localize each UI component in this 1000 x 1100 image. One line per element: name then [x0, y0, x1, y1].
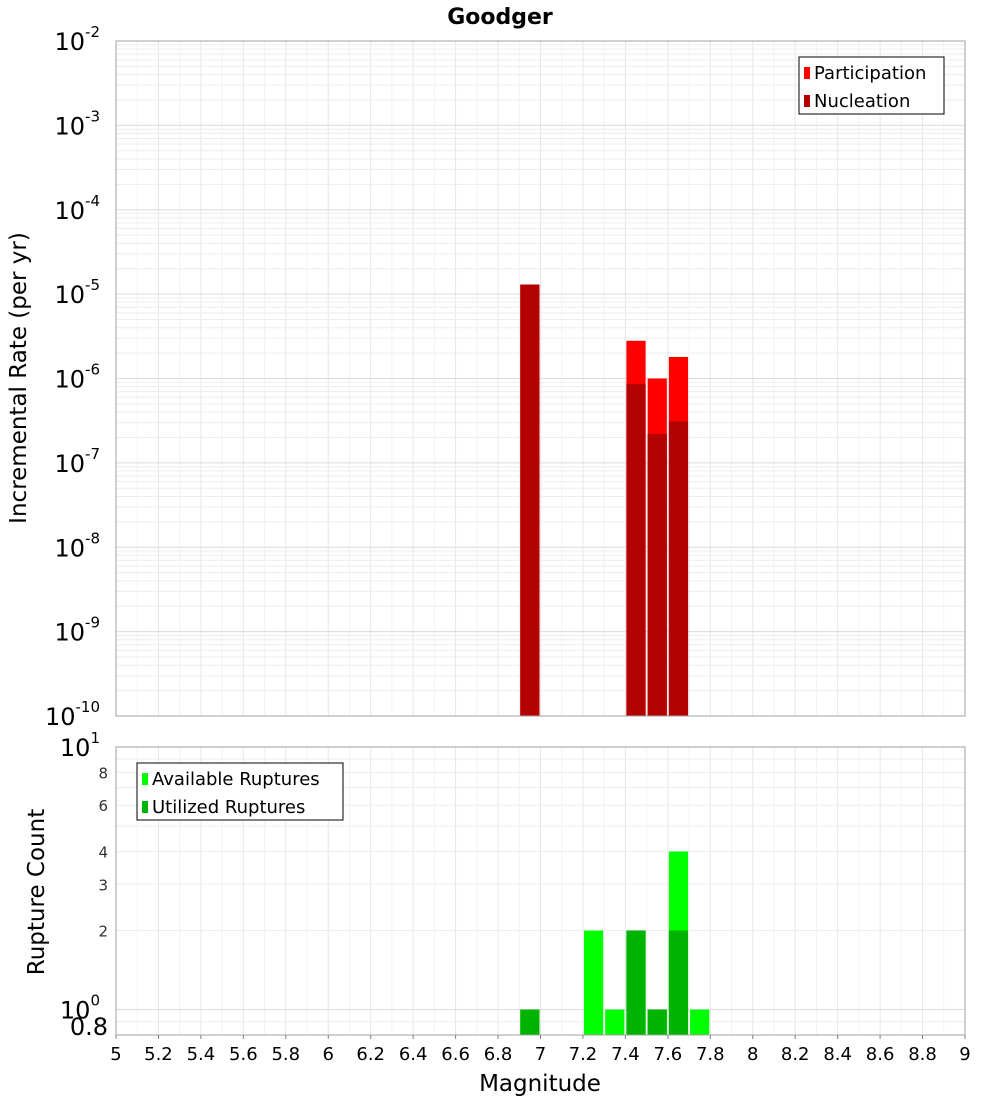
legend-entry: Nucleation	[814, 91, 910, 112]
bar-nucleation	[647, 433, 667, 716]
x-tick-label: 8.8	[908, 1044, 937, 1065]
x-tick-label: 6	[323, 1044, 334, 1065]
x-tick-label: 7	[535, 1044, 546, 1065]
x-tick-label: 6.4	[399, 1044, 428, 1065]
legend: Available Ruptures Utilized Ruptures	[136, 762, 344, 821]
bar-available-ruptures	[605, 1009, 625, 1035]
y-minor-tick-label: 2	[98, 923, 108, 941]
legend-swatch	[142, 801, 148, 813]
x-tick-label: 9	[959, 1044, 970, 1065]
legend-box	[136, 762, 344, 821]
x-tick-label: 7.2	[569, 1044, 598, 1065]
bar-utilized-ruptures	[668, 930, 689, 1035]
x-tick-label: 5	[110, 1044, 121, 1065]
x-tick-label: 8.2	[781, 1044, 810, 1065]
y-minor-tick-label: 6	[98, 797, 108, 815]
x-tick-label: 6.2	[356, 1044, 385, 1065]
y-tick-label: 10-5	[54, 276, 100, 309]
x-tick-label: 7.4	[611, 1044, 640, 1065]
legend-entry: Participation	[814, 63, 926, 84]
bar-utilized-ruptures	[626, 930, 646, 1035]
y-minor-tick-label: 4	[98, 843, 108, 861]
chart-title: Goodger	[447, 5, 553, 30]
y-axis-label-rate: Incremental Rate (per yr)	[6, 232, 32, 524]
y-tick-label: 10-6	[54, 361, 100, 394]
bar-available-ruptures	[583, 930, 604, 1035]
x-tick-label: 8.6	[866, 1044, 895, 1065]
x-tick-label: 7.6	[654, 1044, 683, 1065]
bar-nucleation	[668, 421, 689, 716]
x-tick-label: 5.2	[144, 1044, 173, 1065]
y-axis-label-count: Rupture Count	[24, 809, 50, 975]
x-tick-label: 6.6	[441, 1044, 470, 1065]
x-tick-label: 7.8	[696, 1044, 725, 1065]
x-tick-label: 5.4	[187, 1044, 216, 1065]
bar-utilized-ruptures	[647, 1009, 667, 1035]
y-tick-label: 100	[60, 992, 100, 1025]
x-tick-label: 5.6	[229, 1044, 258, 1065]
plot-frame	[115, 40, 966, 717]
y-tick-label: 10-10	[45, 698, 100, 731]
y-tick-label: 10-9	[54, 614, 100, 647]
panel-rate: 10-10 10-9 10-8 10-7 10-6 10-5 10-4 10-3 10-2 Par…	[45, 23, 966, 731]
legend-swatch	[142, 773, 148, 785]
legend-entry: Utilized Ruptures	[152, 797, 305, 818]
legend-box	[798, 56, 945, 115]
y-tick-label: 10-2	[54, 23, 100, 56]
x-tick-label: 6.8	[484, 1044, 513, 1065]
legend-entry: Available Ruptures	[152, 769, 320, 790]
bar-nucleation	[520, 284, 540, 716]
bar-nucleation	[626, 384, 646, 716]
y-tick-label: 10-3	[54, 107, 100, 140]
y-minor-tick-label: 0.8	[70, 1013, 108, 1041]
x-axis-label: Magnitude	[479, 1071, 601, 1097]
legend-swatch	[804, 95, 810, 107]
y-tick-label: 101	[60, 729, 100, 762]
y-tick-label: 10-4	[54, 192, 100, 225]
y-tick-label: 10-8	[54, 529, 100, 562]
y-minor-tick-label: 8	[98, 764, 108, 782]
bar-available-ruptures	[690, 1009, 710, 1035]
x-tick-label: 8	[747, 1044, 758, 1065]
x-tick-label: 5.8	[271, 1044, 300, 1065]
y-tick-label: 10-7	[54, 445, 100, 478]
legend: Participation Nucleation	[798, 56, 945, 115]
panel-count: 100 101 0.8 2 3 4 6 8 Available Ruptures Utilized…	[60, 729, 966, 1041]
x-tick-label: 8.4	[823, 1044, 852, 1065]
bar-utilized-ruptures	[520, 1009, 540, 1035]
y-minor-tick-label: 3	[98, 876, 108, 894]
legend-swatch	[804, 67, 810, 79]
